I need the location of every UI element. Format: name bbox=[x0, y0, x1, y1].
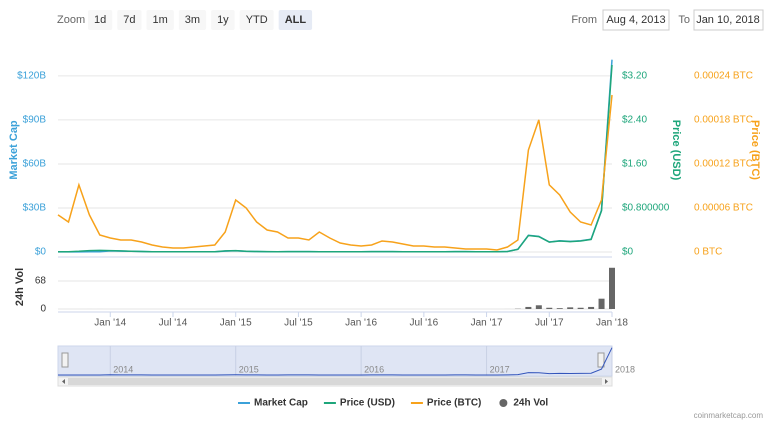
series-line bbox=[57, 94, 613, 251]
zoom-button[interactable] bbox=[178, 10, 207, 30]
y-tick-label: 0.00012 BTC bbox=[694, 159, 753, 170]
axis-title: Price (BTC) bbox=[749, 120, 761, 180]
legend-label[interactable]: Market Cap bbox=[254, 398, 308, 409]
zoom-button[interactable] bbox=[211, 10, 235, 30]
scroll-left[interactable] bbox=[62, 379, 65, 384]
x-tick-label: Jul '17 bbox=[535, 318, 564, 329]
zoom-button-label[interactable]: 1d bbox=[94, 14, 106, 26]
zoom-button[interactable] bbox=[278, 10, 313, 30]
legend-label[interactable]: Price (BTC) bbox=[427, 398, 481, 409]
navigator-label: 2014 bbox=[113, 364, 133, 374]
x-tick-label: Jul '16 bbox=[410, 318, 439, 329]
zoom-button[interactable] bbox=[146, 10, 174, 30]
axis-title: Market Cap bbox=[8, 120, 20, 180]
y-tick-label: $2.40 bbox=[622, 115, 647, 126]
y-tick-label: 0 bbox=[40, 304, 46, 315]
navigator-handle-right[interactable] bbox=[597, 352, 605, 368]
axis-title: 24h Vol bbox=[14, 268, 26, 306]
from-input[interactable] bbox=[602, 9, 670, 31]
zoom-button-label[interactable]: 1m bbox=[153, 14, 168, 26]
zoom-button-label[interactable]: 1y bbox=[217, 14, 229, 26]
volume-bar bbox=[609, 267, 615, 309]
y-tick-label: 0.00018 BTC bbox=[694, 115, 753, 126]
x-tick-label: Jul '14 bbox=[159, 318, 188, 329]
y-tick-label: $0.800000 bbox=[622, 203, 670, 214]
y-tick-label: $60B bbox=[23, 159, 47, 170]
y-tick-label: $1.60 bbox=[622, 159, 647, 170]
series-line bbox=[58, 64, 613, 253]
volume-bar bbox=[525, 306, 532, 309]
y-tick-label: $90B bbox=[23, 115, 47, 126]
volume-bar bbox=[577, 307, 584, 309]
axis-title: Price (USD) bbox=[670, 120, 682, 181]
legend-label[interactable]: Price (USD) bbox=[340, 398, 395, 409]
y-tick-label: 0 BTC bbox=[694, 247, 722, 258]
x-tick-label: Jan '16 bbox=[345, 318, 377, 329]
volume-bar bbox=[598, 298, 605, 309]
navigator-label: 2016 bbox=[364, 364, 384, 374]
volume-bar bbox=[546, 307, 553, 309]
y-tick-label: $0 bbox=[35, 247, 47, 258]
to-input[interactable] bbox=[693, 9, 764, 31]
y-tick-label: $3.20 bbox=[622, 71, 647, 82]
zoom-button-label[interactable]: ALL bbox=[285, 14, 307, 26]
y-tick-label: 0.00024 BTC bbox=[694, 71, 753, 82]
zoom-label: Zoom bbox=[57, 14, 85, 26]
zoom-button[interactable] bbox=[88, 10, 113, 30]
y-tick-label: $120B bbox=[17, 71, 46, 82]
zoom-button-label[interactable]: YTD bbox=[246, 14, 268, 26]
scroll-right[interactable] bbox=[605, 379, 608, 384]
series-line bbox=[58, 59, 613, 253]
navigator-label: 2015 bbox=[239, 364, 259, 374]
x-tick-label: Jul '15 bbox=[284, 318, 313, 329]
y-tick-label: 68 bbox=[35, 276, 47, 287]
from-value[interactable]: Aug 4, 2013 bbox=[606, 14, 665, 26]
x-tick-label: Jan '17 bbox=[471, 318, 503, 329]
from-label: From bbox=[571, 14, 597, 26]
volume-bar bbox=[567, 307, 574, 309]
legend-label[interactable]: 24h Vol bbox=[513, 398, 548, 409]
volume-bar bbox=[588, 306, 595, 309]
x-tick-label: Jan '15 bbox=[220, 318, 252, 329]
to-label: To bbox=[678, 14, 690, 26]
zoom-button[interactable] bbox=[239, 10, 274, 30]
y-tick-label: $0 bbox=[622, 247, 634, 258]
navigator-handle-left[interactable] bbox=[61, 352, 69, 368]
y-tick-label: $30B bbox=[23, 203, 47, 214]
scrollbar-thumb[interactable] bbox=[68, 378, 602, 385]
x-tick-label: Jan '18 bbox=[596, 318, 628, 329]
to-value[interactable]: Jan 10, 2018 bbox=[696, 14, 760, 26]
x-tick-label: Jan '14 bbox=[94, 318, 126, 329]
navigator[interactable] bbox=[57, 345, 613, 377]
volume-bar bbox=[535, 305, 542, 309]
zoom-button-label[interactable]: 7d bbox=[123, 14, 135, 26]
navigator-line bbox=[58, 347, 613, 376]
zoom-button[interactable] bbox=[117, 10, 142, 30]
legend-symbol[interactable] bbox=[499, 399, 508, 407]
volume-bar bbox=[556, 308, 563, 309]
navigator-label: 2018 bbox=[615, 364, 635, 374]
zoom-button-label[interactable]: 3m bbox=[185, 14, 200, 26]
navigator-label: 2017 bbox=[490, 364, 510, 374]
credit[interactable]: coinmarketcap.com bbox=[694, 411, 764, 420]
y-tick-label: 0.00006 BTC bbox=[694, 203, 753, 214]
